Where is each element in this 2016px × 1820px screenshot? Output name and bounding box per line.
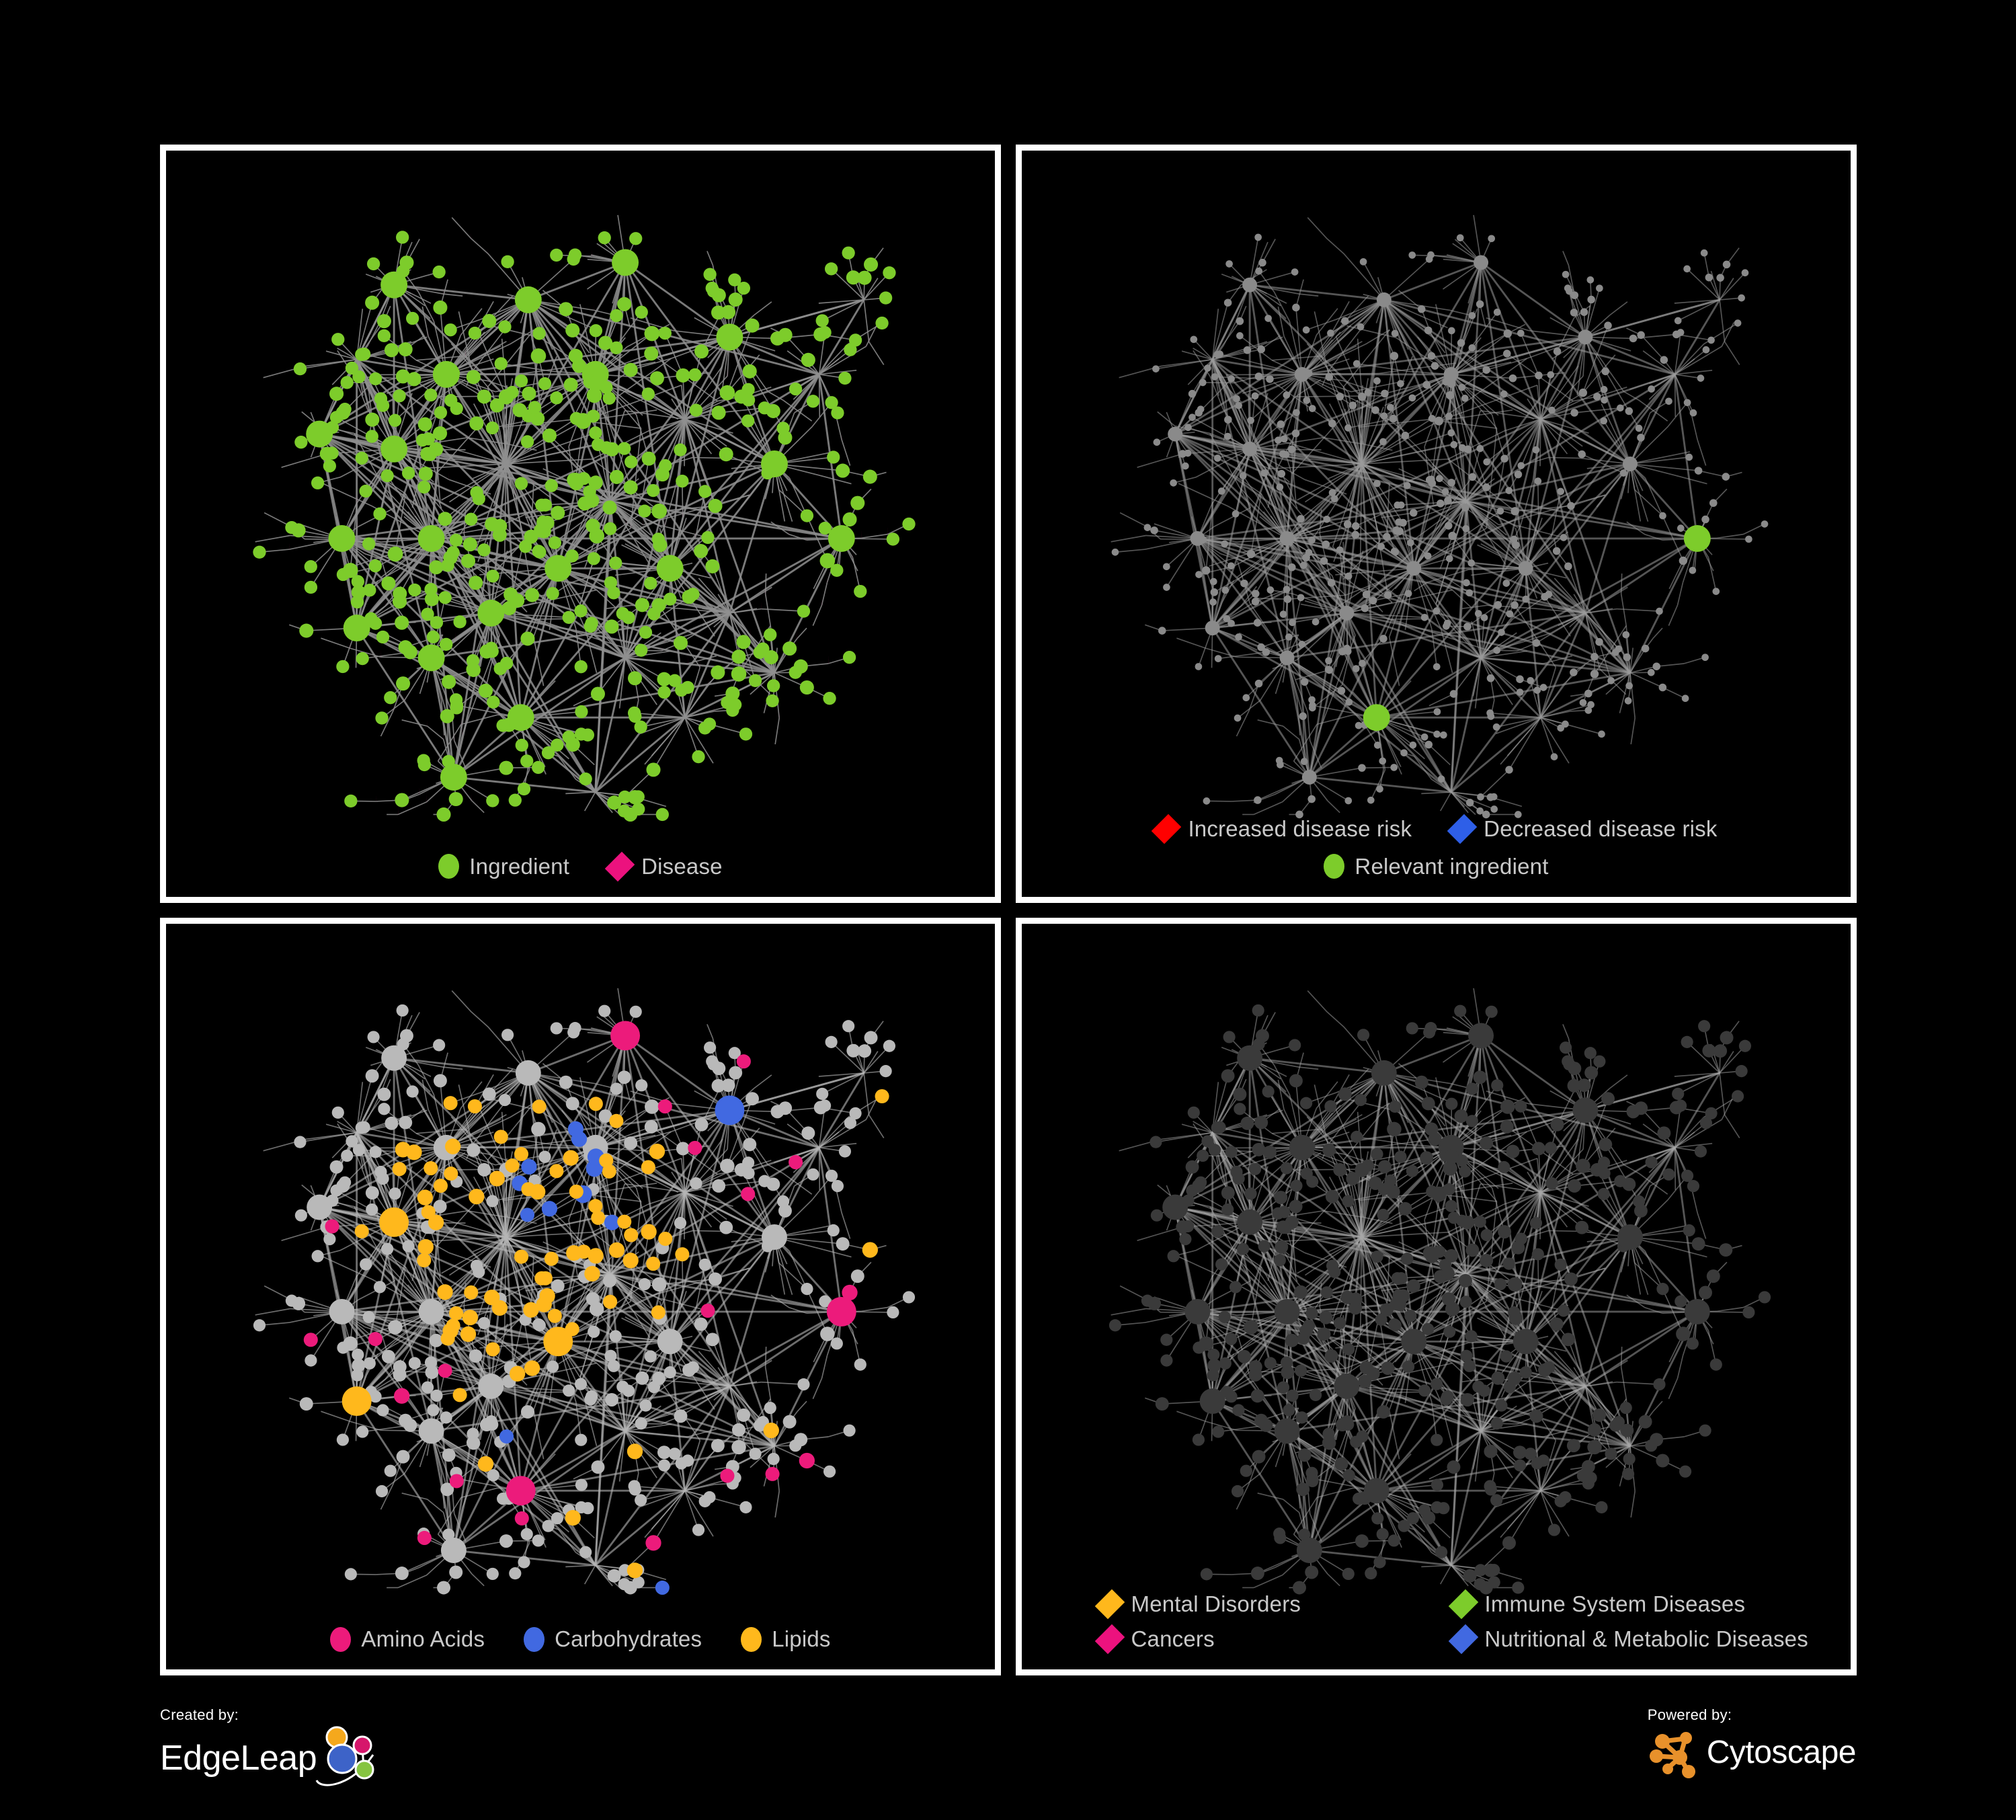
legend-nutrient-class: Amino Acids Carbohydrates Lipids (166, 1626, 995, 1652)
footer: Created by: EdgeLeap Powered by: (160, 1694, 1857, 1809)
legend-label-immune-system-diseases: Immune System Diseases (1484, 1591, 1746, 1616)
cytoscape-branding[interactable]: Powered by: (1647, 1706, 1857, 1779)
carbohydrates-circle-icon (524, 1626, 545, 1652)
legend-item-carbohydrates[interactable]: Carbohydrates (524, 1626, 702, 1652)
cancers-diamond-icon (1094, 1624, 1125, 1655)
legend-disease-category: Mental Disorders Immune System Diseases … (1067, 1589, 1808, 1655)
relevant-ingredient-circle-icon (1324, 854, 1345, 879)
panel-nutrient-class[interactable]: Amino Acids Carbohydrates Lipids (160, 917, 1001, 1675)
panel-disease-risk[interactable]: Increased disease risk Decreased disease… (1016, 145, 1857, 903)
legend-label-cancers: Cancers (1131, 1626, 1215, 1651)
cytoscape-node-graph-icon (1649, 1732, 1695, 1778)
amino-acids-circle-icon (330, 1626, 352, 1652)
legend-item-disease[interactable]: Disease (604, 851, 723, 881)
decreased-risk-diamond-icon (1447, 814, 1478, 844)
legend-item-decreased-risk[interactable]: Decreased disease risk (1447, 814, 1718, 844)
powered-by-label: Powered by: (1647, 1706, 1732, 1723)
network-canvas-disease-risk[interactable] (1022, 151, 1851, 897)
legend-item-increased-risk[interactable]: Increased disease risk (1152, 814, 1412, 844)
edgeleap-logo-row: EdgeLeap (160, 1726, 389, 1790)
legend-item-cancers[interactable]: Cancers (1094, 1624, 1421, 1655)
legend-disease-risk: Increased disease risk Decreased disease… (1022, 814, 1851, 879)
edgeleap-node-graph-icon (315, 1726, 374, 1786)
legend-item-ingredient[interactable]: Ingredient (438, 854, 569, 879)
legend-label-lipids: Lipids (772, 1626, 831, 1651)
legend-ingredient-disease: Ingredient Disease (166, 851, 995, 881)
panel-disease-category[interactable]: Mental Disorders Immune System Diseases … (1016, 917, 1857, 1675)
legend-label-relevant-ingredient: Relevant ingredient (1355, 853, 1549, 879)
legend-item-mental-disorders[interactable]: Mental Disorders (1094, 1589, 1421, 1620)
legend-item-amino-acids[interactable]: Amino Acids (330, 1626, 485, 1652)
legend-label-decreased-risk: Decreased disease risk (1484, 816, 1718, 841)
legend-label-increased-risk: Increased disease risk (1188, 816, 1412, 841)
lipids-circle-icon (741, 1626, 762, 1652)
ingredient-circle-icon (438, 854, 460, 879)
legend-label-carbohydrates: Carbohydrates (555, 1626, 702, 1651)
panel-ingredient-disease[interactable]: Ingredient Disease (160, 145, 1001, 903)
legend-label-disease: Disease (641, 853, 723, 879)
cytoscape-wordmark: Cytoscape (1706, 1735, 1857, 1770)
mental-disorders-diamond-icon (1094, 1589, 1125, 1620)
legend-item-lipids[interactable]: Lipids (741, 1626, 830, 1652)
network-canvas-nutrient-class[interactable] (166, 923, 995, 1670)
network-canvas-disease-category[interactable] (1022, 923, 1851, 1670)
legend-item-relevant-ingredient[interactable]: Relevant ingredient (1324, 854, 1548, 879)
legend-label-amino-acids: Amino Acids (361, 1626, 485, 1651)
panel-grid: Ingredient Disease Increased disease ris… (160, 145, 1857, 1675)
increased-risk-diamond-icon (1152, 814, 1182, 844)
legend-item-nutritional-metabolic-diseases[interactable]: Nutritional & Metabolic Diseases (1448, 1624, 1808, 1655)
cytoscape-logo-row: Cytoscape (1648, 1727, 1857, 1779)
legend-label-mental-disorders: Mental Disorders (1131, 1591, 1301, 1616)
disease-diamond-icon (604, 851, 635, 881)
created-by-label: Created by: (160, 1706, 239, 1723)
edgeleap-wordmark: EdgeLeap (160, 1739, 317, 1778)
nutritional-metabolic-diseases-diamond-icon (1448, 1624, 1478, 1655)
legend-item-immune-system-diseases[interactable]: Immune System Diseases (1448, 1589, 1775, 1620)
legend-label-nutritional-metabolic-diseases: Nutritional & Metabolic Diseases (1484, 1626, 1808, 1651)
legend-label-ingredient: Ingredient (469, 853, 570, 879)
immune-system-diseases-diamond-icon (1448, 1589, 1478, 1620)
edgeleap-branding[interactable]: Created by: EdgeLeap (160, 1706, 389, 1790)
network-canvas-ingredient-disease[interactable] (166, 151, 995, 897)
